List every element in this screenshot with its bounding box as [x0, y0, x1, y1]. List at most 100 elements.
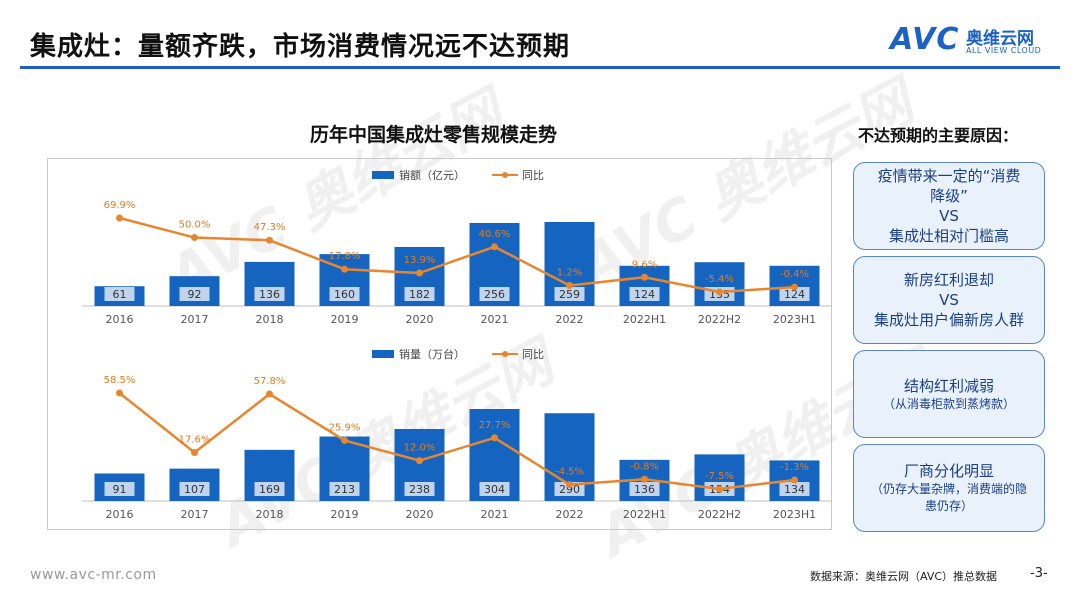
logo-avc-text: AVC [890, 22, 960, 57]
value-bar-label-bg [329, 287, 360, 301]
value-x-tick-label: 2021 [481, 313, 509, 326]
value-bar-label-bg [629, 287, 660, 301]
value-yoy-point [416, 269, 423, 277]
volume-bar-label-bg [404, 482, 435, 496]
value-bar-value-label: 160 [334, 288, 355, 301]
value-yoy-label: 17.8% [329, 251, 361, 262]
volume-legend-bar-label: 销量（万台） [399, 347, 465, 361]
value-yoy-label: 69.9% [104, 200, 136, 211]
retail-trend-chart: 销额（亿元） 同比 61 2016 92 2017 136 2018 160 2019 182 202… [82, 168, 832, 521]
volume-bar-value-label: 107 [184, 483, 205, 496]
value-x-tick-label: 2023H1 [773, 313, 816, 326]
value-bar-label-bg [404, 287, 435, 301]
volume-x-tick-label: 2022H1 [623, 508, 666, 521]
volume-yoy-point [491, 434, 498, 442]
volume-yoy-label: 57.8% [254, 376, 286, 387]
value-yoy-point [716, 288, 723, 296]
volume-x-tick-label: 2022H2 [698, 508, 741, 521]
reason-box-1: 疫情带来一定的“消费 降级” VS 集成灶相对门槛高 [853, 162, 1045, 250]
value-yoy-label: -0.4% [780, 269, 809, 280]
value-yoy-point [791, 283, 798, 291]
volume-bar-value-label: 304 [484, 483, 505, 496]
volume-bar-value-label: 169 [259, 483, 280, 496]
volume-yoy-label: -0.8% [630, 461, 659, 472]
reason-4-sub: （仍存大量杂牌，消费端的隐患仍存） [870, 482, 1027, 513]
volume-yoy-label: -1.3% [780, 462, 809, 473]
volume-yoy-label: 12.0% [404, 443, 436, 454]
reason-2-line-3: 集成灶用户偏新房人群 [873, 311, 1024, 329]
avc-logo: AVC 奥维云网 ALL VIEW CLOUD [890, 22, 1060, 62]
value-yoy-label: 50.0% [179, 220, 211, 231]
volume-bar-value-label: 213 [334, 483, 355, 496]
volume-yoy-line [118, 392, 795, 491]
value-yoy-label: 9.6% [632, 259, 657, 270]
volume-yoy-label: -4.5% [555, 467, 584, 478]
volume-x-tick-label: 2016 [106, 508, 134, 521]
logo-cn-text: 奥维云网 [966, 29, 1034, 49]
volume-bar-label-bg [629, 482, 660, 496]
reason-2-line-2: VS [939, 291, 959, 309]
value-x-tick-label: 2022 [556, 313, 584, 326]
chart-frame [47, 158, 832, 530]
volume-x-tick-label: 2019 [331, 508, 359, 521]
volume-x-tick-label: 2018 [256, 508, 284, 521]
value-x-tick-label: 2022H1 [623, 313, 666, 326]
volume-legend-line-label: 同比 [522, 348, 544, 361]
value-x-tick-label: 2018 [256, 313, 284, 326]
value-yoy-point [116, 214, 123, 222]
volume-yoy-label: 25.9% [329, 422, 361, 433]
volume-bar-value-label: 238 [409, 483, 430, 496]
volume-legend-bar-swatch [372, 350, 394, 358]
volume-yoy-point [716, 485, 723, 493]
value-yoy-point [566, 282, 573, 290]
volume-x-tick-label: 2017 [181, 508, 209, 521]
value-bar-label-bg [179, 287, 210, 301]
volume-bar-value-label: 134 [784, 483, 805, 496]
reason-1-line-2: 降级” [930, 187, 968, 205]
value-yoy-line [119, 216, 795, 294]
value-yoy-point [191, 234, 198, 242]
value-bar-label-bg [254, 287, 285, 301]
value-bar-label-bg [779, 287, 810, 301]
value-bar-value-label: 182 [409, 288, 430, 301]
value-x-tick-label: 2016 [106, 313, 134, 326]
reason-1-line-3: VS [939, 207, 959, 225]
volume-bar-label-bg [554, 482, 585, 496]
volume-yoy-point [791, 476, 798, 484]
volume-yoy-point [266, 390, 273, 398]
volume-yoy-point [341, 436, 348, 444]
volume-x-tick-label: 2020 [406, 508, 434, 521]
page-title: 集成灶：量额齐跌，市场消费情况远不达预期 [30, 32, 571, 62]
value-bar-value-label: 92 [188, 288, 202, 301]
volume-x-tick-label: 2023H1 [773, 508, 816, 521]
value-yoy-point [641, 273, 648, 281]
reason-2-line-1: 新房红利退却 [903, 271, 994, 289]
value-bar-value-label: 136 [259, 288, 280, 301]
value-bar-label-bg [554, 287, 585, 301]
volume-bar-label-bg [329, 482, 360, 496]
value-yoy-label: 40.6% [479, 229, 511, 240]
volume-yoy-label: 17.6% [179, 434, 211, 445]
volume-legend-line-marker [502, 351, 508, 357]
value-x-tick-label: 2022H2 [698, 313, 741, 326]
volume-yoy-label: 27.7% [479, 420, 511, 431]
volume-yoy-point [566, 481, 573, 489]
value-bar-value-label: 124 [634, 288, 655, 301]
value-yoy-label: 47.3% [254, 222, 286, 233]
value-x-tick-label: 2020 [406, 313, 434, 326]
volume-yoy-point [641, 475, 648, 483]
reason-box-2: 新房红利退却 VS 集成灶用户偏新房人群 [853, 256, 1045, 344]
volume-bar-label-bg [104, 482, 135, 496]
volume-yoy-point [191, 448, 198, 456]
header-divider [20, 66, 1060, 69]
value-legend-line-marker [502, 172, 508, 178]
value-bar-label-bg [479, 287, 510, 301]
value-x-tick-label: 2019 [331, 313, 359, 326]
volume-yoy-point [116, 389, 123, 397]
volume-bar-value-label: 91 [113, 483, 127, 496]
value-bar-label-bg [104, 287, 135, 301]
value-x-tick-label: 2017 [181, 313, 209, 326]
footer-url: www.avc-mr.com [30, 567, 157, 583]
value-yoy-point [341, 265, 348, 273]
volume-yoy-label: -7.5% [705, 471, 734, 482]
